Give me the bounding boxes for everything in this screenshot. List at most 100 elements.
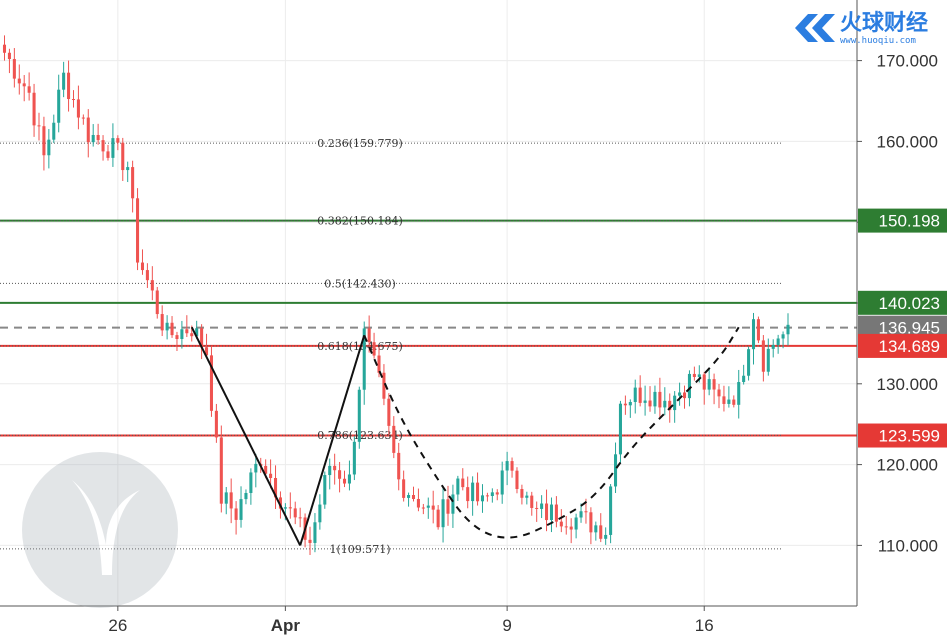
candle-body (150, 280, 154, 291)
pattern-drawing (190, 326, 740, 546)
candle-body (333, 465, 337, 471)
candle-body (318, 504, 322, 523)
price-tag-label: 150.198 (879, 212, 940, 231)
candle-body (239, 499, 243, 520)
candle-body (126, 167, 130, 171)
candle-body (106, 151, 110, 158)
candle-body (786, 324, 790, 335)
candle-body (540, 503, 544, 509)
candle-body (7, 52, 11, 60)
candle-body (86, 117, 90, 143)
candle-body (219, 437, 223, 504)
candle-body (205, 347, 209, 356)
candle-body (574, 517, 578, 530)
candle-body (461, 478, 465, 488)
candle-body (47, 139, 51, 156)
candle-body (643, 400, 647, 403)
candle-body (589, 512, 593, 533)
pattern-curve (363, 326, 740, 539)
candle-body (76, 99, 80, 118)
candle-body (209, 355, 213, 411)
candle-body (682, 392, 687, 399)
candle-body (653, 391, 657, 407)
candle-body (170, 322, 174, 336)
price-tag (858, 208, 947, 233)
candle-body (264, 465, 268, 474)
price-tag-label: 134.689 (879, 337, 940, 356)
y-tick-label: 170.000 (877, 52, 938, 71)
candle-body (697, 374, 701, 377)
y-tick-label: 130.000 (877, 375, 938, 394)
candle-body (471, 482, 475, 502)
candle-body (495, 492, 499, 495)
candle-body (62, 72, 66, 90)
candle-body (362, 328, 366, 390)
y-tick-label: 160.000 (877, 132, 938, 151)
candle-body (579, 511, 583, 518)
candle-body (628, 402, 632, 406)
candle-body (155, 290, 159, 315)
candle-body (687, 373, 691, 399)
candle-body (382, 372, 386, 399)
candle-body (185, 329, 189, 334)
candle-body (116, 138, 120, 143)
price-tag (858, 333, 947, 358)
candle-body (732, 399, 736, 405)
price-tag (858, 290, 947, 315)
candle-body (342, 478, 347, 484)
candle-body (500, 470, 504, 495)
fib-label: 1(109.571) (329, 543, 390, 556)
candle-body (756, 319, 760, 341)
candle-body (421, 507, 425, 509)
candle-body (776, 338, 780, 345)
candle-body (140, 262, 145, 271)
candle-body (594, 525, 598, 533)
candle-body (367, 328, 371, 343)
candle-body (490, 492, 494, 497)
candle-body (377, 355, 381, 373)
candle-body (535, 507, 539, 509)
candle-body (81, 117, 85, 119)
candle-body (663, 400, 667, 408)
x-tick-label: 9 (502, 616, 511, 635)
y-tick-label: 110.000 (878, 536, 938, 555)
x-tick-label: 26 (108, 616, 127, 635)
candle-body (313, 522, 317, 543)
candle-body (554, 504, 558, 522)
candle-body (545, 503, 549, 521)
brand-url: www.huoqiu.com (840, 36, 916, 46)
candle-body (614, 454, 618, 487)
candle-body (308, 539, 312, 543)
candle-body (712, 379, 716, 390)
candle-body (466, 487, 470, 502)
candle-body (761, 340, 765, 372)
candle-body (510, 461, 514, 471)
candle-body (633, 387, 637, 403)
price-tag-label: 123.599 (879, 427, 940, 446)
candle-body (411, 495, 416, 499)
candle-body (520, 489, 524, 498)
candle-body (338, 470, 342, 479)
candle-body (727, 399, 731, 404)
candle-body (766, 348, 770, 372)
candle-body (357, 389, 361, 442)
candle-body (234, 508, 238, 520)
candle-body (160, 314, 164, 331)
fib-label: 0.5(142.430) (324, 277, 396, 290)
candle-body (136, 198, 140, 263)
candle-body (293, 508, 297, 518)
candle-body (717, 389, 721, 397)
candle-body (737, 382, 741, 405)
fib-label: 0.382(150.184) (317, 215, 403, 228)
candle-body (145, 270, 149, 281)
candle-body (96, 134, 100, 141)
candle-body (67, 72, 71, 100)
candle-body (692, 373, 696, 377)
candle-body (407, 495, 411, 498)
brand-logo-icon (795, 14, 835, 42)
candle-body (269, 473, 273, 479)
candle-body (673, 395, 677, 411)
